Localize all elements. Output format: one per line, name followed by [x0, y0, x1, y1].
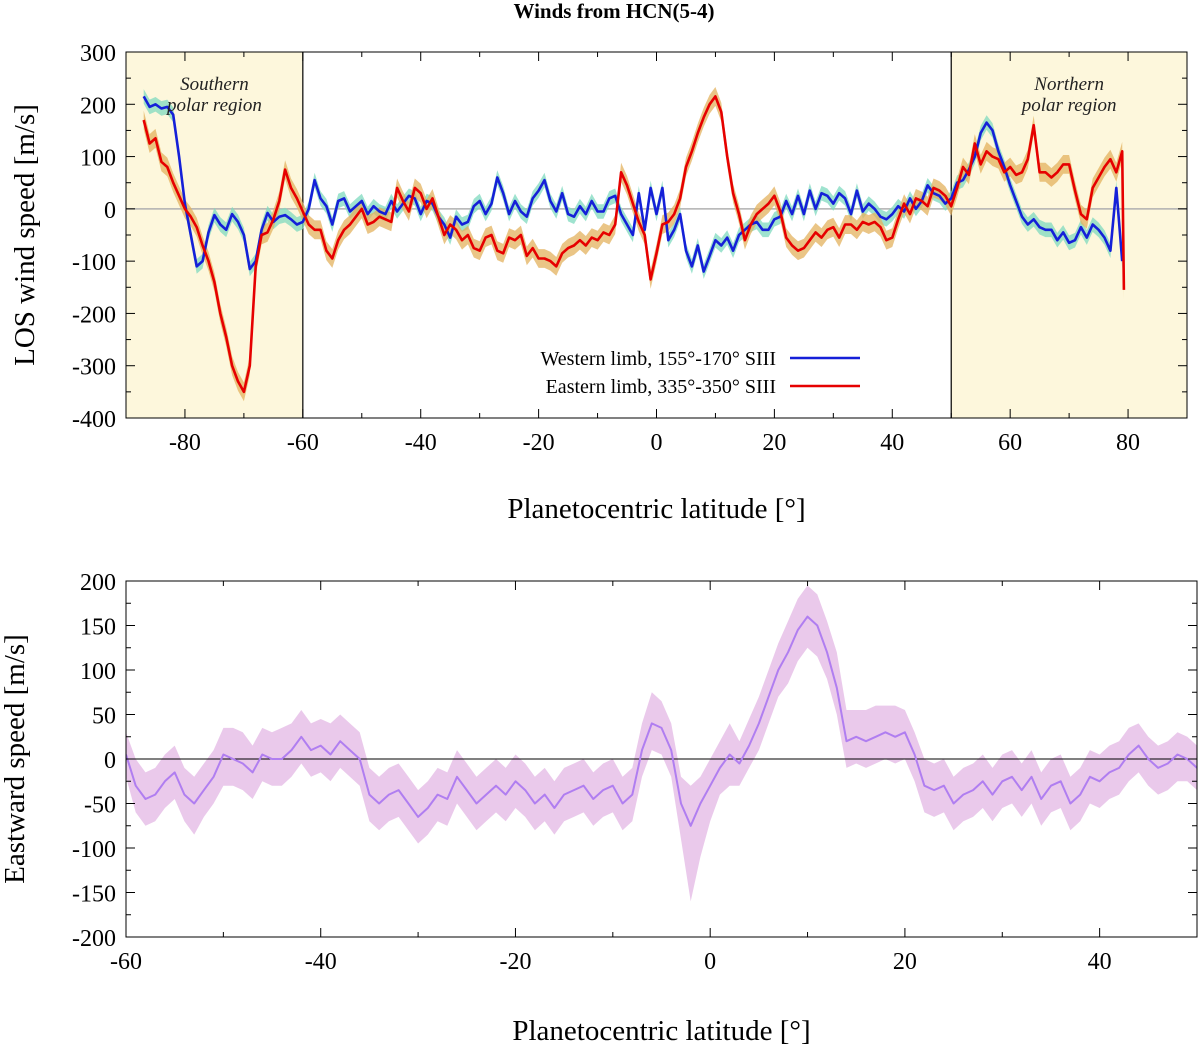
series-line-eastern-limb [142, 95, 1126, 394]
y-tick-label: -200 [72, 926, 116, 952]
y-tick-label: -200 [72, 302, 116, 328]
x-tick-label: -40 [305, 949, 337, 975]
x-tick-label: 60 [998, 430, 1022, 456]
region-northern [951, 52, 1187, 418]
region-label-southern: Southern [180, 74, 249, 95]
y-axis-title: Eastward speed [m/s] [0, 634, 31, 884]
x-tick-label: -60 [287, 430, 319, 456]
y-tick-label: -300 [72, 355, 116, 381]
figure-title: Winds from HCN(5-4) [513, 0, 714, 23]
y-tick-label: 100 [80, 146, 116, 172]
x-tick-label: -80 [169, 430, 201, 456]
x-tick-label: -20 [499, 949, 531, 975]
error-band-western-limb [143, 89, 1123, 279]
y-tick-label: -400 [72, 407, 116, 433]
x-tick-label: 20 [762, 430, 786, 456]
x-axis-title: Planetocentric latitude [°] [507, 493, 805, 525]
region-label-northern-2: polar region [1020, 95, 1117, 116]
x-tick-label: -40 [405, 430, 437, 456]
x-tick-label: 80 [1116, 430, 1140, 456]
eastward-uncertainty-band [126, 585, 1197, 902]
y-tick-label: 200 [80, 570, 116, 596]
error-band-eastern-limb [143, 87, 1124, 402]
y-tick-label: 50 [92, 704, 116, 730]
y-tick-label: -50 [84, 793, 116, 819]
legend-label-western-limb: Western limb, 155°-170° SIII [541, 348, 776, 370]
region-label-southern-2: polar region [165, 95, 262, 116]
x-tick-label: 40 [880, 430, 904, 456]
y-tick-label: -150 [72, 882, 116, 908]
y-tick-label: 200 [80, 93, 116, 119]
y-tick-label: -100 [72, 837, 116, 863]
eastward-speed-line [126, 615, 1197, 827]
x-tick-label: -60 [110, 949, 142, 975]
eastward-speed-chart: -60 -40 -20 0 20 40200150100500-50-100-150-20… [0, 570, 1198, 1047]
y-tick-label: 100 [80, 659, 116, 685]
y-tick-label: 150 [80, 615, 116, 641]
plot-area [126, 585, 1197, 902]
x-tick-label: -20 [523, 430, 555, 456]
x-tick-label: 40 [1088, 949, 1112, 975]
y-tick-label: 300 [80, 41, 116, 67]
x-tick-label: 0 [704, 949, 716, 975]
region-label-northern: Northern [1033, 74, 1104, 95]
legend-label-eastern-limb: Eastern limb, 335°-350° SIII [546, 376, 776, 398]
x-tick-label: 20 [893, 949, 917, 975]
x-tick-label: 0 [651, 430, 663, 456]
region-southern [126, 52, 303, 418]
y-tick-label: 0 [104, 748, 116, 774]
y-tick-label: 0 [104, 198, 116, 224]
y-tick-label: -100 [72, 250, 116, 276]
x-axis-title: Planetocentric latitude [°] [512, 1015, 810, 1047]
y-axis-title: LOS wind speed [m/s] [9, 104, 41, 366]
plot-area [126, 52, 1187, 418]
